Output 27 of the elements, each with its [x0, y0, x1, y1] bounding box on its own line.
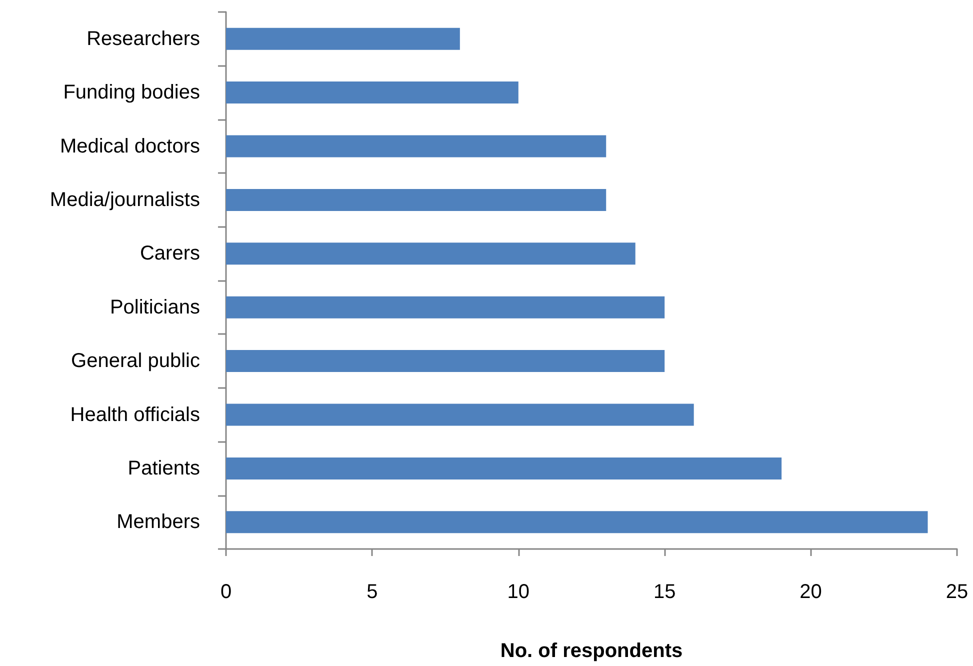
x-tick-label: 20	[800, 581, 822, 603]
x-axis-title: No. of respondents	[500, 640, 683, 662]
y-tick-label: General public	[71, 350, 200, 372]
bar	[226, 82, 518, 104]
y-tick-label: Medical doctors	[60, 135, 200, 158]
y-tick-label: Media/journalists	[50, 188, 200, 211]
bar	[226, 511, 928, 534]
bar	[226, 28, 460, 50]
bar	[226, 350, 665, 372]
y-tick-label: Patients	[128, 457, 200, 480]
bar	[226, 135, 606, 158]
y-tick-label: Carers	[140, 242, 200, 265]
bar	[226, 404, 694, 426]
y-tick-label: Politicians	[110, 296, 200, 318]
bar	[226, 188, 606, 211]
bar	[226, 296, 665, 318]
x-tick-label: 25	[946, 581, 968, 603]
y-tick-label: Health officials	[70, 404, 200, 426]
bar	[226, 242, 636, 265]
y-tick-label: Researchers	[86, 28, 200, 50]
y-tick-label: Funding bodies	[63, 82, 200, 104]
x-tick-label: 10	[507, 581, 530, 603]
bar	[226, 457, 782, 480]
y-tick-label: Members	[116, 511, 200, 534]
x-tick-label: 0	[220, 581, 232, 603]
x-tick-label: 15	[653, 581, 676, 603]
x-tick-label: 5	[366, 581, 378, 603]
